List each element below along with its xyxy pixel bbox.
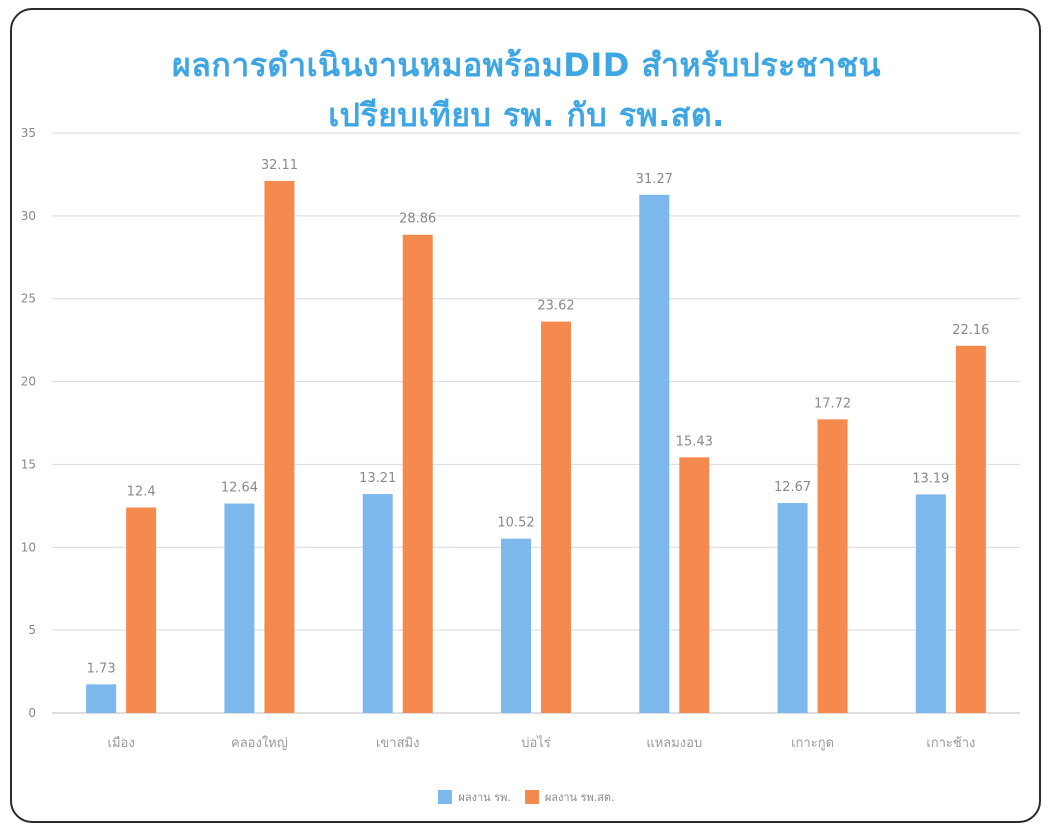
category-label-3: เขาสมิง xyxy=(376,736,419,751)
chart-legend: ผลงาน รพ. ผลงาน รพ.สต. xyxy=(0,788,1053,806)
data-label-2-3: 28.86 xyxy=(399,212,436,227)
category-label-1: เมือง xyxy=(108,735,135,751)
legend-item-series-2: ผลงาน รพ.สต. xyxy=(524,788,615,806)
data-label-1-6: 12.67 xyxy=(774,480,811,495)
y-tick-label-0: 0 xyxy=(28,706,36,720)
chart-title-line-2: เปรียบเทียบ รพ. กับ รพ.สต. xyxy=(328,96,725,134)
bar-2-2 xyxy=(264,180,295,714)
legend-label-series-2: ผลงาน รพ.สต. xyxy=(544,791,615,804)
bar-1-1 xyxy=(86,684,117,713)
data-label-2-2: 32.11 xyxy=(261,158,298,173)
bar-2-3 xyxy=(402,234,433,713)
data-label-2-5: 15.43 xyxy=(676,434,713,449)
data-label-1-4: 10.52 xyxy=(497,516,534,531)
y-tick-label-15: 15 xyxy=(21,457,36,471)
bar-2-6 xyxy=(817,419,848,713)
y-tick-label-25: 25 xyxy=(21,292,36,306)
data-label-1-3: 13.21 xyxy=(359,471,396,486)
data-label-1-2: 12.64 xyxy=(221,481,258,496)
y-tick-label-35: 35 xyxy=(21,126,36,140)
bar-1-5 xyxy=(639,194,670,714)
category-label-6: เกาะกูด xyxy=(791,736,834,751)
bar-2-1 xyxy=(126,507,157,713)
bar-2-7 xyxy=(955,345,986,713)
y-tick-label-10: 10 xyxy=(21,540,36,554)
category-label-5: แหลมงอบ xyxy=(646,736,702,751)
category-label-4: บ่อไร่ xyxy=(521,735,551,751)
bar-2-5 xyxy=(679,457,710,713)
data-label-1-5: 31.27 xyxy=(636,172,673,187)
y-tick-label-20: 20 xyxy=(21,375,36,389)
legend-label-series-1: ผลงาน รพ. xyxy=(458,791,511,804)
bar-1-3 xyxy=(362,494,393,713)
bar-1-7 xyxy=(915,494,946,713)
data-label-2-4: 23.62 xyxy=(537,299,574,314)
bar-2-4 xyxy=(541,321,571,713)
y-tick-label-30: 30 xyxy=(21,209,36,223)
category-label-2: คลองใหญ่ xyxy=(231,735,288,751)
data-label-2-1: 12.4 xyxy=(127,485,156,500)
data-label-1-7: 13.19 xyxy=(912,471,949,486)
chart-title-line-1: ผลการดำเนินงานหมอพร้อมDID สำหรับประชาชน xyxy=(171,46,882,84)
data-label-2-6: 17.72 xyxy=(814,396,851,411)
bar-1-4 xyxy=(501,538,531,713)
data-label-2-7: 22.16 xyxy=(952,323,989,338)
legend-item-series-1: ผลงาน รพ. xyxy=(438,788,511,806)
legend-swatch-series-2 xyxy=(524,790,539,804)
legend-swatch-series-1 xyxy=(438,790,453,804)
bar-1-2 xyxy=(224,503,255,713)
data-label-1-1: 1.73 xyxy=(87,661,116,676)
y-tick-label-5: 5 xyxy=(28,623,36,637)
bar-1-6 xyxy=(777,503,808,713)
category-label-7: เกาะช้าง xyxy=(926,736,975,751)
